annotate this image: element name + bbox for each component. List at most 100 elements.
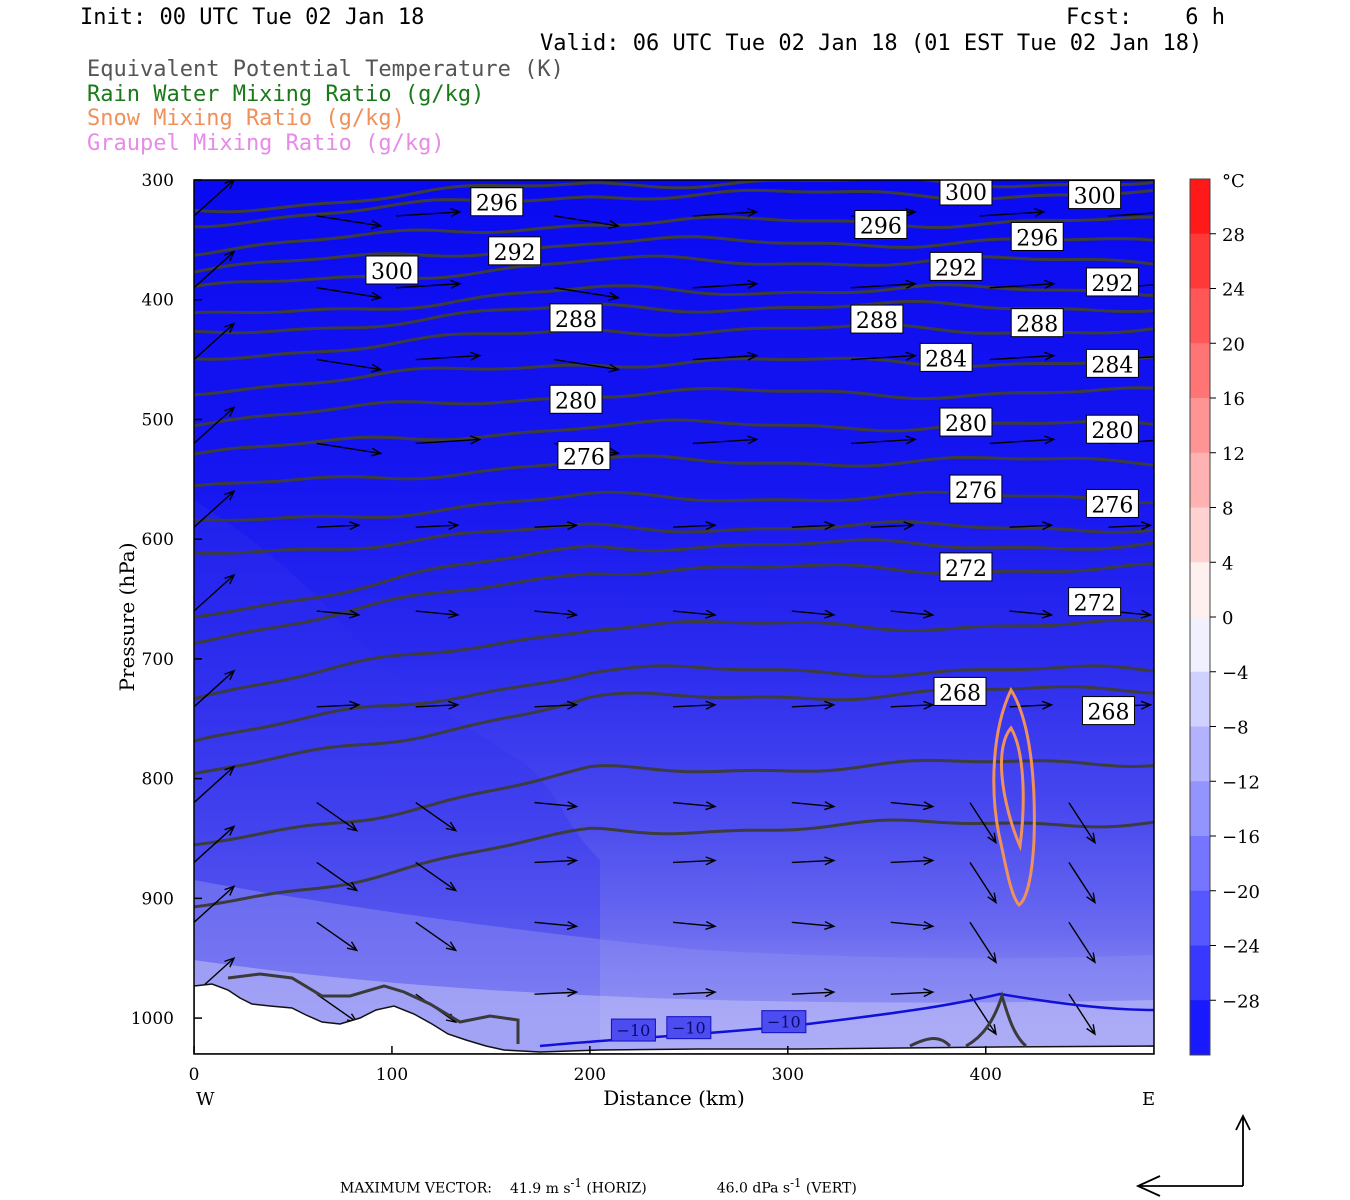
x-tick-label-3: 300: [772, 1065, 804, 1085]
theta-e-line-9: [194, 386, 1154, 428]
wind-vector-3: [554, 215, 621, 229]
wind-vector-61: [415, 802, 458, 832]
wind-vector-41: [194, 573, 236, 612]
theta-e-label-box-13: [850, 304, 904, 334]
colorbar-swatch-2: [1190, 288, 1210, 344]
theta-e-label-box-8: [1068, 180, 1122, 210]
footer-horiz-note: (HORIZ): [581, 1180, 647, 1197]
theta-e-label-21: 272: [945, 557, 987, 582]
theta-e-label-6: 304: [1016, 137, 1058, 162]
wind-vector-82: [791, 920, 836, 930]
wind-vector-16: [194, 322, 236, 361]
wind-vector-60: [316, 802, 359, 832]
theta-e-label-box-10: [1010, 221, 1064, 251]
theta-e-label-24: 268: [1087, 701, 1129, 726]
colorbar-tick-label-8: −4: [1222, 663, 1249, 684]
y-axis-label: Pressure (hPa): [115, 543, 139, 692]
snow-contour-outer: [992, 686, 1036, 908]
temperature-labels: −10 −10 −10: [610, 1010, 807, 1042]
theta-e-label-box-15: [919, 342, 973, 372]
wind-vector-76: [1068, 862, 1096, 904]
theta-e-label-4: 280: [555, 389, 597, 414]
colorbar-swatch-14: [1190, 945, 1210, 1001]
theta-e-label-box-4: [549, 384, 603, 414]
reference-arrow: [1135, 1113, 1251, 1197]
wind-vector-83: [890, 920, 935, 930]
wind-vector-59: [194, 765, 236, 804]
wind-vector-22: [989, 351, 1056, 361]
footer-horiz-value: 41.9 m s: [509, 1180, 571, 1197]
colorbar-swatch-8: [1190, 617, 1210, 673]
wind-vector-38: [870, 521, 915, 531]
plot-frame: [193, 179, 1155, 1055]
wind-vector-73: [791, 856, 836, 866]
wind-vector-57: [1009, 700, 1054, 710]
valid-time: Valid: 06 UTC Tue 02 Jan 18 (01 EST Tue …: [540, 31, 1203, 56]
theta-e-label-8: 300: [1074, 185, 1116, 210]
wind-vector-65: [890, 801, 935, 811]
y-tick-label-6: 900: [142, 889, 174, 909]
axes: 0 100 200 300 400 300 400 500 600 700 800 900 1000: [131, 171, 1002, 1085]
colorbar-swatch-5: [1190, 452, 1210, 508]
theta-e-label-box-0: [365, 255, 419, 285]
theta-e-line-6: [194, 299, 1154, 335]
low-level-theta-e-contour: [227, 972, 520, 1044]
colorbar-tick-label-11: −16: [1222, 827, 1260, 848]
wind-vector-78: [316, 921, 359, 952]
colorbar-tick-label-10: −12: [1222, 772, 1260, 793]
theta-e-line-7: [194, 323, 1154, 361]
wind-vector-24: [194, 406, 236, 444]
theta-e-contours: [194, 180, 1154, 909]
wind-vector-77: [194, 885, 236, 923]
wind-vector-20: [692, 351, 759, 361]
y-tick-label-2: 500: [142, 410, 174, 430]
wind-vector-81: [672, 920, 717, 930]
maximum-vector-footer: MAXIMUM VECTOR: 41.9 m s-1 (HORIZ) 46.0 dP…: [340, 1176, 857, 1197]
y-tick-label-0: 300: [142, 171, 174, 191]
wind-vector-54: [673, 700, 717, 710]
wind-vector-66: [969, 802, 997, 845]
colorbar-tick-label-3: 16: [1222, 389, 1245, 410]
wind-vector-94: [1068, 993, 1096, 1036]
theta-e-line-17: [194, 664, 1154, 743]
theta-e-label-17: 280: [945, 412, 987, 437]
snow-contour-inner: [1000, 725, 1025, 852]
wind-vector-30: [989, 435, 1056, 445]
wind-vector-35: [534, 521, 579, 531]
wind-vector-47: [890, 609, 935, 619]
theta-e-line-2: [194, 215, 1154, 257]
wind-vector-28: [692, 435, 759, 445]
wind-vector-39: [1009, 521, 1054, 531]
theta-e-label-18: 280: [1091, 419, 1133, 444]
theta-e-line-18: [194, 685, 1154, 776]
y-tick-label-5: 800: [142, 770, 174, 790]
theta-e-label-9: 296: [860, 214, 902, 239]
theta-e-label-box-20: [1085, 488, 1139, 518]
wind-vector-25: [316, 442, 383, 457]
theta-e-label-box-24: [1081, 696, 1135, 726]
theta-e-label-20: 276: [1091, 493, 1133, 518]
wind-vector-69: [316, 861, 359, 892]
colorbar-swatch-6: [1190, 507, 1210, 563]
terrain: [194, 983, 1154, 1054]
wind-vector-19: [554, 358, 621, 373]
x-end-label-west: W: [196, 1089, 215, 1110]
wind-vector-2: [395, 207, 462, 218]
theta-e-label-box-5: [557, 441, 611, 471]
wind-vector-84: [969, 921, 997, 964]
wind-vector-48: [1009, 609, 1054, 619]
colorbar-tick-label-2: 20: [1222, 334, 1245, 355]
theta-e-label-box-3: [549, 303, 603, 333]
theta-e-label-box-19: [949, 474, 1003, 504]
theta-e-line-15: [194, 562, 1154, 645]
theta-e-line-16: [194, 618, 1154, 701]
wind-vector-63: [672, 801, 717, 811]
wind-vector-11: [554, 287, 621, 301]
wind-vector-92: [890, 988, 935, 998]
wind-vector-46: [791, 609, 836, 619]
wind-vector-21: [851, 351, 917, 361]
colorbar-tick-label-6: 4: [1222, 553, 1233, 574]
theta-e-label-14: 288: [1016, 313, 1058, 338]
wind-vector-40: [1108, 521, 1153, 531]
wind-vector-17: [316, 358, 383, 373]
